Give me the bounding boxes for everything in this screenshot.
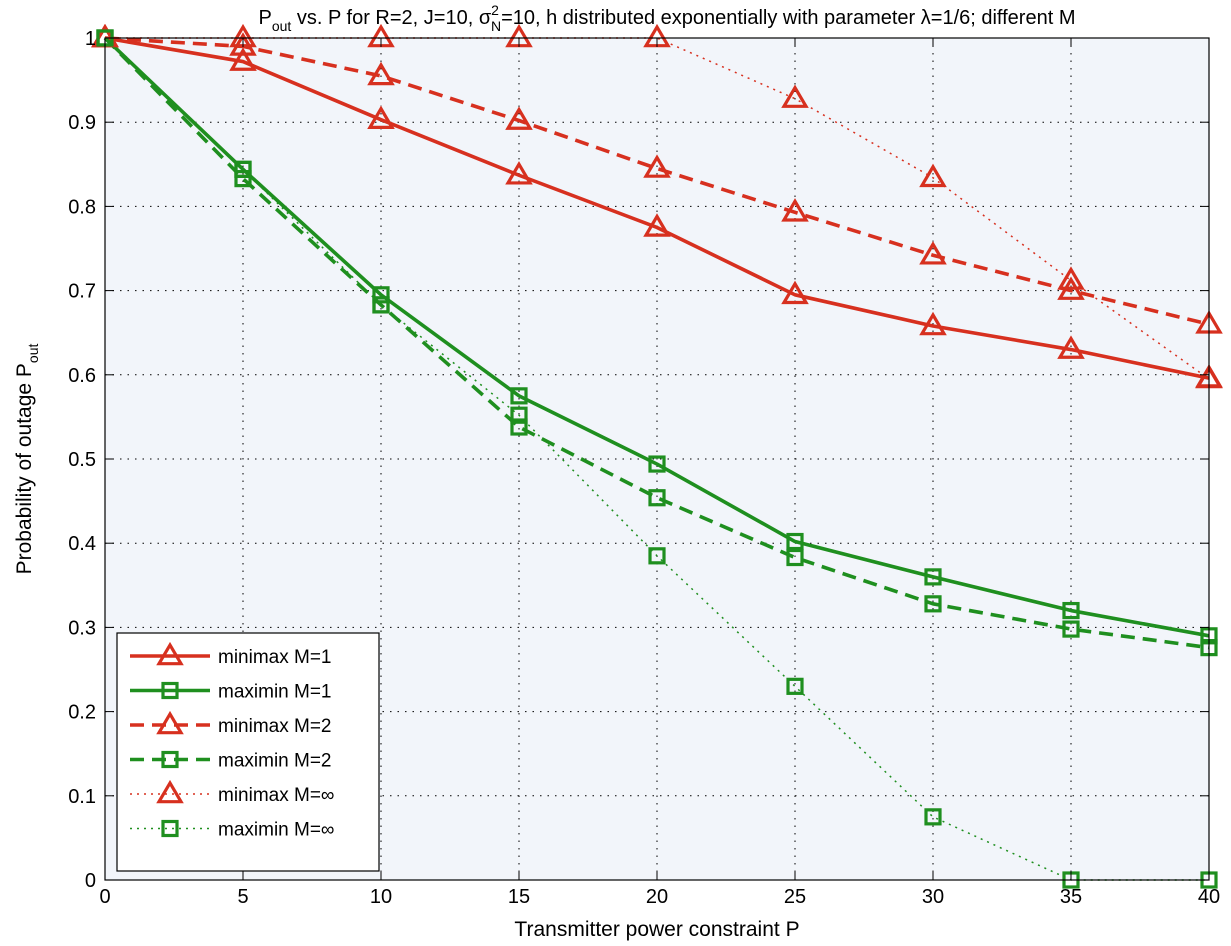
x-axis-label: Transmitter power constraint P [514,918,799,941]
square-marker [510,406,528,424]
legend-entry: maximin M=2 [130,751,332,772]
title-sigma-subscript: N [491,18,501,34]
x-tick-label: 35 [1060,886,1082,908]
title-sigma-superscript: 2 [491,2,499,18]
series-minimax-m-1 [91,23,1223,388]
triangle-marker [505,161,533,185]
square-marker [234,160,252,178]
x-tick-label: 40 [1198,886,1220,908]
triangle-marker [919,241,947,265]
y-axis-label: Probability of outage Pout [13,344,41,575]
triangle-marker [781,280,809,305]
legend-square-marker [161,681,179,700]
series-line [104,37,1209,881]
triangle-marker [229,47,257,71]
legend-label: maximin M=2 [218,751,332,772]
legend-square-marker [161,819,179,838]
y-tick-label: 0.4 [68,533,96,555]
title-middle: vs. P for R=2, J=10, σ [291,7,492,29]
y-tick-label: 0.5 [68,449,96,471]
series-line [103,36,1210,638]
legend-box [116,632,380,872]
legend-label: maximin M=∞ [218,820,334,841]
legend-label: minimax M=∞ [218,785,334,806]
legend-entry: minimax M=1 [130,641,332,668]
legend-square-marker [161,750,179,769]
y-tick-label: 0 [85,870,96,892]
chart-title: Pout vs. P for R=2, J=10, σ2 N=10, h dist… [259,2,1076,34]
triangle-marker [643,213,671,237]
square-marker [786,532,804,551]
square-marker [786,548,804,567]
triangle-marker [1057,266,1085,290]
x-tick-label: 20 [646,886,668,908]
axis-ticks: 0 5 10 15 20 25 30 35 40 0 0.1 0.2 0.3 0.4 0.5 0.6 0.7 0.… [68,28,1220,908]
y-axis-label-subscript: out [25,344,41,364]
triangle-marker [505,106,533,130]
x-tick-label: 5 [237,886,248,908]
legend-entry: maximin M=∞ [130,820,334,841]
square-marker [1062,620,1080,638]
legend-entry: minimax M=∞ [130,779,334,806]
x-tick-label: 15 [508,886,530,908]
square-marker [510,387,528,405]
title-prefix: P [259,7,272,29]
legend-label: minimax M=1 [218,647,332,668]
y-tick-label: 1 [85,28,96,50]
y-tick-label: 0.3 [68,617,96,639]
legend-triangle-marker [156,779,184,804]
triangle-marker [1057,335,1085,359]
y-tick-label: 0.7 [68,281,96,303]
x-tick-label: 30 [922,886,944,908]
series-line [104,36,1210,327]
triangle-marker [781,198,809,222]
triangle-marker [643,154,671,178]
y-tick-label: 0.8 [68,196,96,218]
square-marker [1062,601,1080,620]
square-marker [510,418,528,436]
square-marker [924,808,942,826]
legend-entry: maximin M=1 [130,682,332,703]
y-tick-label: 0.1 [68,786,96,808]
legend-label: minimax M=2 [218,716,332,737]
triangle-marker [919,311,947,336]
square-marker [924,595,942,613]
x-tick-label: 10 [370,886,392,908]
triangle-marker [919,163,947,188]
triangle-marker [781,84,809,108]
square-marker [372,296,390,314]
x-tick-label: 0 [99,886,110,908]
title-prefix-subscript: out [272,18,292,34]
y-axis-label-text: Probability of outage P [13,363,36,574]
legend: minimax M=1 maximin M=1 minimax M=2 maximin… [116,632,380,872]
title-suffix: =10, h distributed exponentially with pa… [501,7,1075,29]
series-line [104,36,1210,380]
triangle-marker [367,61,395,86]
legend-triangle-marker [156,641,184,666]
square-marker [648,455,666,473]
square-marker [372,286,390,304]
series-line [103,36,1210,650]
legend-label: maximin M=1 [218,682,332,703]
square-marker [648,489,666,507]
square-marker [234,170,252,188]
square-marker [786,677,804,695]
square-marker [924,568,942,586]
x-tick-label: 25 [784,886,806,908]
legend-entry: minimax M=2 [130,710,332,737]
y-tick-label: 0.9 [68,112,96,134]
grid-lines [105,38,1209,880]
square-marker [648,547,666,565]
y-tick-label: 0.6 [68,365,96,387]
y-tick-label: 0.2 [68,702,96,724]
legend-triangle-marker [156,710,184,735]
triangle-marker [367,105,395,129]
